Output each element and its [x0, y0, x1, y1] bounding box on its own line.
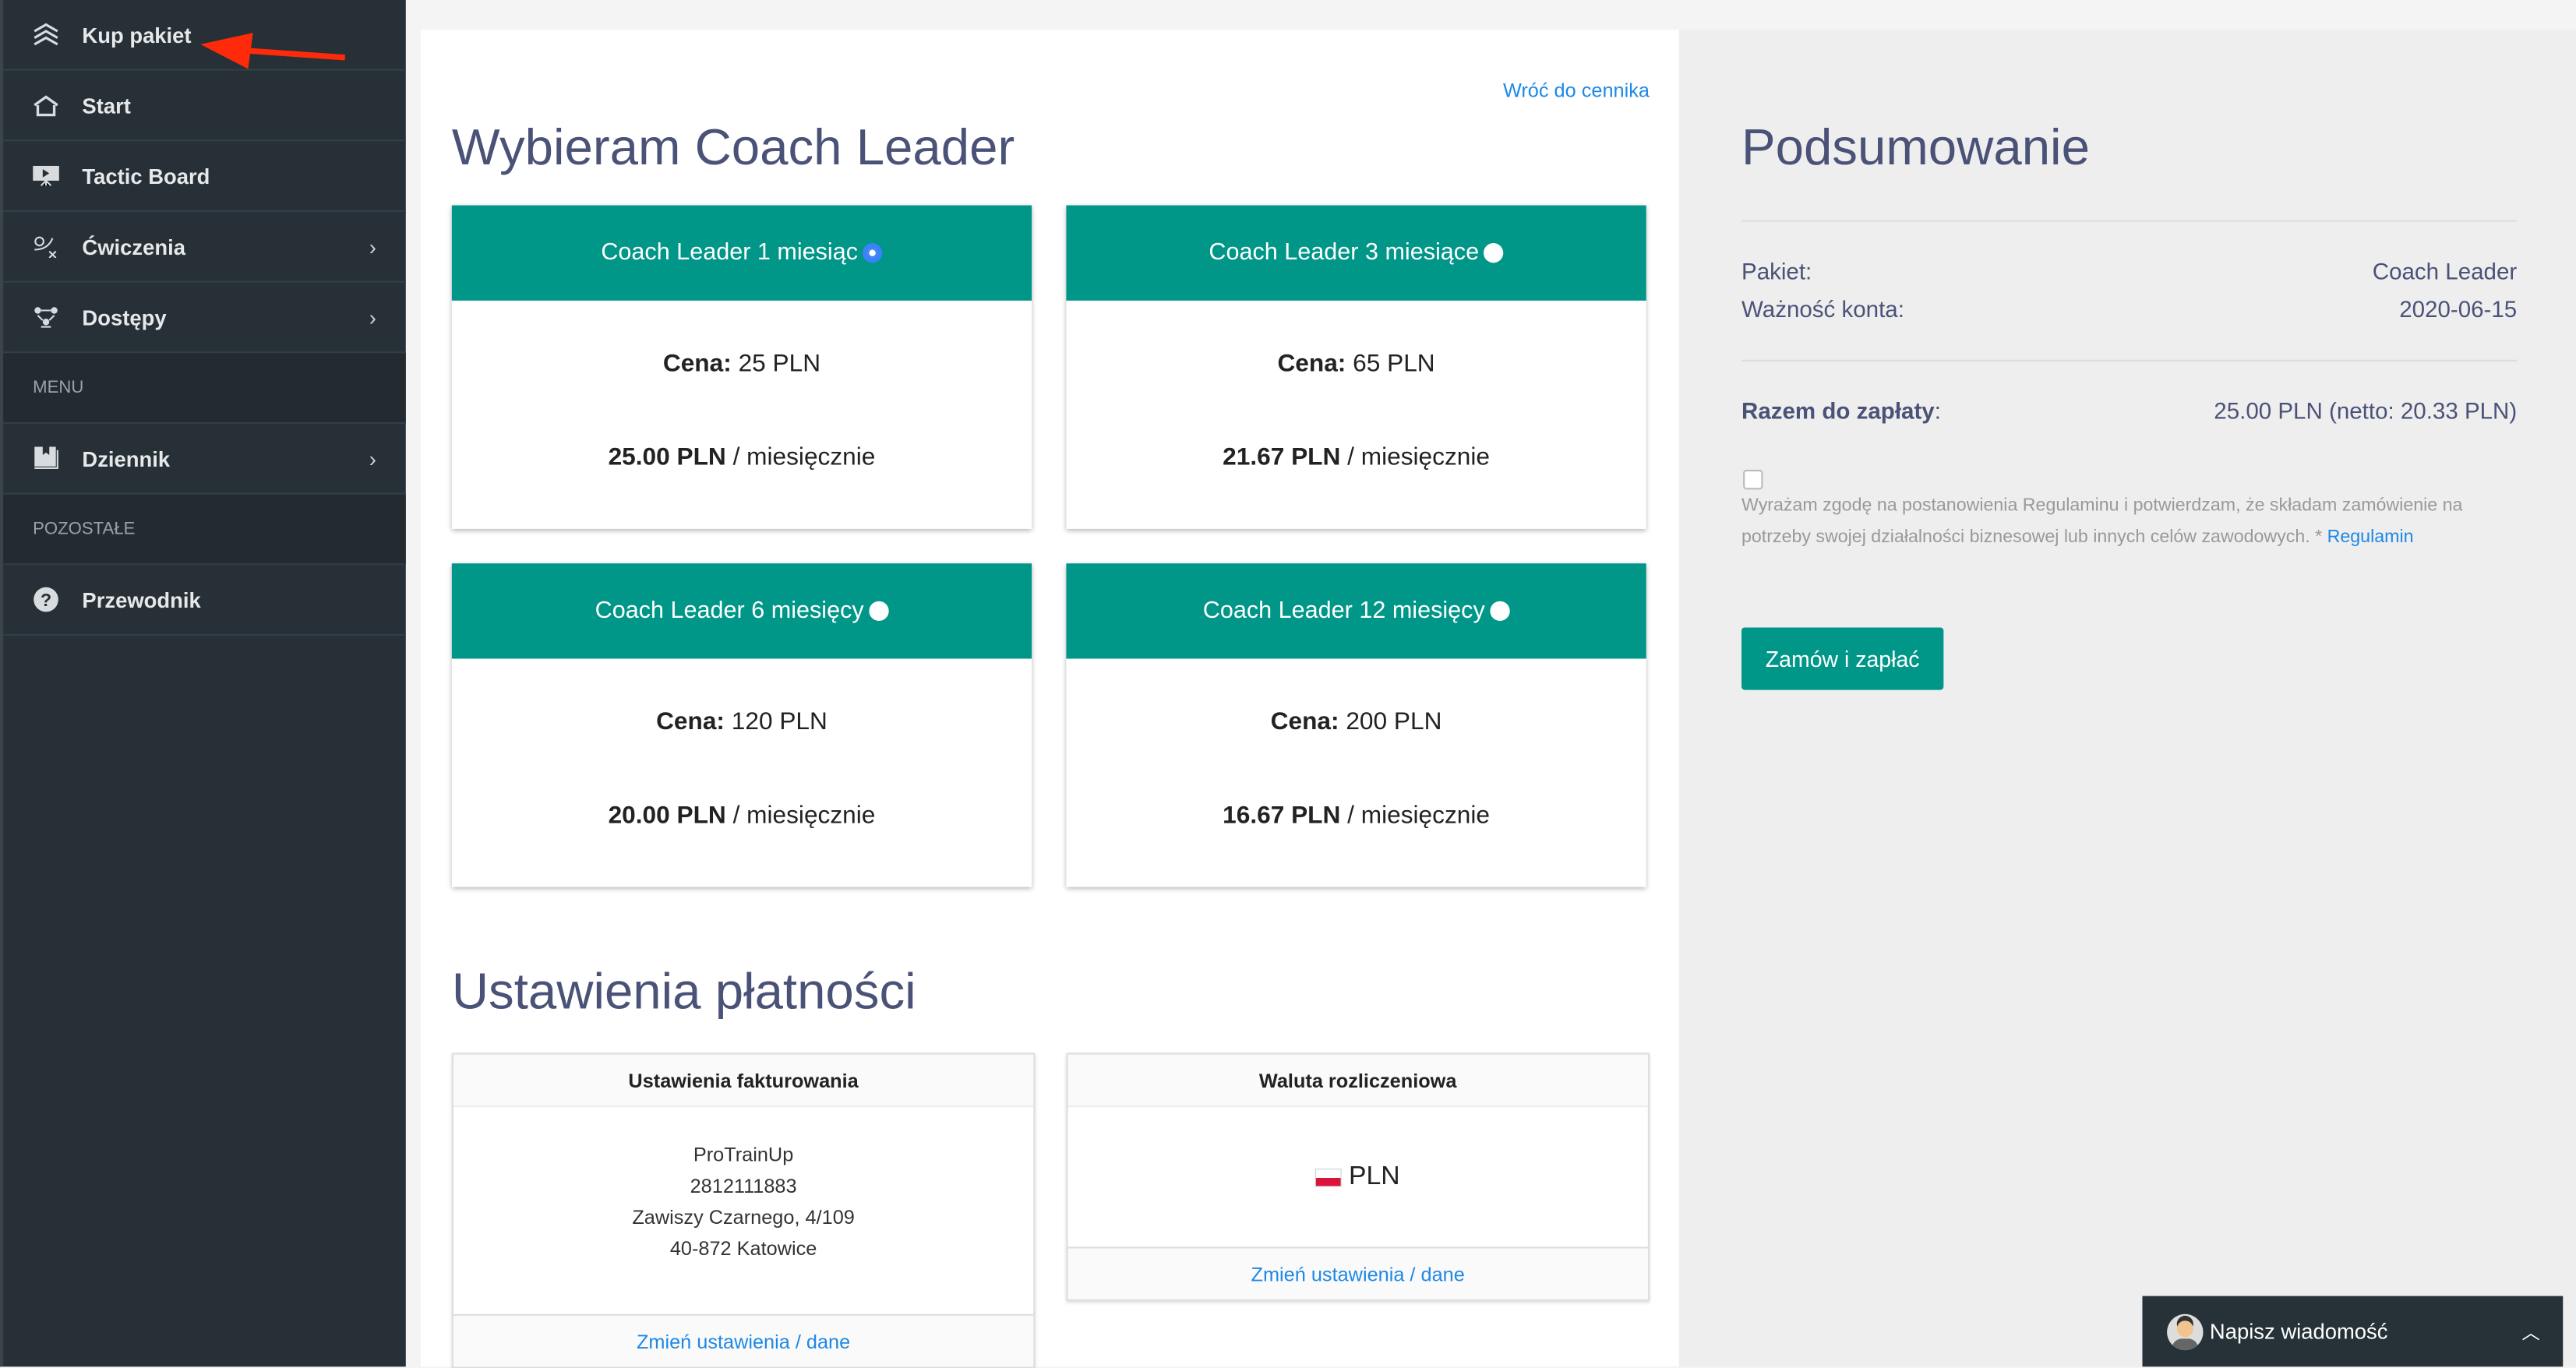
- help-icon: ?: [31, 587, 61, 613]
- sidebar-item-label: Dostępy: [82, 305, 167, 330]
- chevron-right-icon: ›: [369, 234, 376, 259]
- currency-title: Waluta rozliczeniowa: [1067, 1054, 1648, 1108]
- summary-title: Podsumowanie: [1741, 118, 2090, 176]
- plan-card[interactable]: Coach Leader 12 miesięcy Cena: 200 PLN 1…: [1066, 563, 1646, 887]
- chevron-right-icon: ›: [369, 446, 376, 471]
- avatar: [2167, 1313, 2204, 1350]
- sidebar-item-kup-pakiet[interactable]: Kup pakiet: [3, 0, 406, 71]
- presentation-icon: [31, 164, 61, 188]
- currency-value: PLN: [1348, 1162, 1400, 1190]
- billing-company: ProTrainUp: [693, 1143, 794, 1167]
- validity-label: Ważność konta:: [1741, 295, 1904, 323]
- plan-name: Coach Leader 3 miesiące: [1209, 239, 1480, 266]
- sidebar-item-cwiczenia[interactable]: Ćwiczenia ›: [3, 212, 406, 283]
- chevron-right-icon: ›: [369, 305, 376, 330]
- billing-title: Ustawienia fakturowania: [453, 1054, 1034, 1108]
- annotation-arrow-icon: [200, 33, 346, 69]
- monthly-price: 25.00 PLN: [608, 443, 726, 472]
- validity-value: 2020-06-15: [2399, 295, 2518, 323]
- plan-radio[interactable]: [869, 601, 889, 622]
- main-panel: Wróć do cennika Wybieram Coach Leader Co…: [420, 29, 1679, 1368]
- monthly-price: 21.67 PLN: [1223, 443, 1341, 472]
- sidebar-item-label: Kup pakiet: [82, 22, 192, 48]
- monthly-unit: / miesięcznie: [1340, 801, 1490, 830]
- total-label: Razem do zapłaty: [1741, 397, 1935, 424]
- sidebar-item-dostepy[interactable]: Dostępy ›: [3, 283, 406, 354]
- regulamin-link[interactable]: Regulamin: [2327, 527, 2414, 548]
- chat-label: Napisz wiadomość: [2209, 1319, 2388, 1344]
- plan-name: Coach Leader 12 miesięcy: [1202, 598, 1485, 625]
- layers-icon: [31, 23, 61, 47]
- terms-text: Wyrażam zgodę na postanowienia Regulamin…: [1741, 495, 2463, 548]
- back-to-pricing-link[interactable]: Wróć do cennika: [1502, 79, 1650, 102]
- payment-settings-title: Ustawienia płatności: [451, 962, 916, 1021]
- monthly-unit: / miesięcznie: [725, 443, 876, 472]
- summary-panel: Podsumowanie Pakiet: Coach Leader Ważność…: [1678, 29, 2576, 1367]
- section-header-pozostale: POZOSTAŁE: [3, 494, 406, 566]
- billing-tax-id: 2812111883: [690, 1174, 797, 1198]
- sidebar-item-dziennik[interactable]: Dziennik ›: [3, 424, 406, 495]
- billing-city: 40-872 Katowice: [669, 1236, 817, 1260]
- terms-checkbox[interactable]: [1743, 470, 1763, 490]
- plan-card[interactable]: Coach Leader 6 miesięcy Cena: 120 PLN 20…: [451, 563, 1032, 887]
- price-value: 65 PLN: [1346, 350, 1435, 378]
- page-title: Wybieram Coach Leader: [451, 118, 1015, 176]
- price-label: Cena:: [1270, 707, 1339, 736]
- plan-name: Coach Leader 1 miesiąc: [601, 239, 859, 266]
- billing-street: Zawiszy Czarnego, 4/109: [632, 1205, 855, 1229]
- change-currency-link[interactable]: Zmień ustawienia / dane: [1067, 1246, 1648, 1299]
- plan-radio[interactable]: [863, 243, 883, 263]
- sidebar-item-label: Tactic Board: [82, 163, 210, 189]
- plan-name: Coach Leader 6 miesięcy: [595, 598, 864, 625]
- sidebar-item-label: Start: [82, 93, 131, 118]
- change-billing-link[interactable]: Zmień ustawienia / dane: [453, 1313, 1034, 1367]
- price-label: Cena:: [1277, 350, 1346, 378]
- sidebar-item-start[interactable]: Start: [3, 71, 406, 142]
- price-value: 25 PLN: [731, 350, 821, 378]
- billing-settings-card: Ustawienia fakturowania ProTrainUp 28121…: [451, 1052, 1036, 1368]
- monthly-price: 16.67 PLN: [1223, 801, 1341, 830]
- svg-text:?: ?: [41, 590, 51, 610]
- chat-widget[interactable]: Napisz wiadomość ︿: [2142, 1296, 2564, 1367]
- monthly-unit: / miesięcznie: [1340, 443, 1490, 472]
- chevron-up-icon[interactable]: ︿: [2521, 1323, 2540, 1343]
- sidebar-item-tactic-board[interactable]: Tactic Board: [3, 141, 406, 212]
- price-value: 120 PLN: [724, 707, 827, 736]
- monthly-unit: / miesięcznie: [725, 801, 876, 830]
- total-colon: :: [1934, 397, 1941, 424]
- monthly-price: 20.00 PLN: [608, 801, 726, 830]
- order-and-pay-button[interactable]: Zamów i zapłać: [1741, 627, 1944, 690]
- sidebar: Kup pakiet Start Tactic Board Ćwiczenia …: [0, 0, 406, 1367]
- total-value: 25.00 PLN (netto: 20.33 PLN): [2214, 397, 2518, 424]
- section-header-menu: MENU: [3, 353, 406, 424]
- price-label: Cena:: [656, 707, 725, 736]
- package-label: Pakiet:: [1741, 258, 1812, 284]
- price-label: Cena:: [662, 350, 732, 378]
- sidebar-item-przewodnik[interactable]: ? Przewodnik: [3, 565, 406, 636]
- home-icon: [31, 93, 61, 117]
- plan-radio[interactable]: [1490, 601, 1510, 622]
- sidebar-item-label: Dziennik: [82, 446, 171, 471]
- price-value: 200 PLN: [1339, 707, 1442, 736]
- plan-card[interactable]: Coach Leader 1 miesiąc Cena: 25 PLN 25.0…: [451, 205, 1032, 529]
- sidebar-item-label: Przewodnik: [82, 587, 201, 612]
- users-network-icon: [31, 305, 61, 329]
- tactics-icon: [31, 235, 61, 259]
- currency-card: Waluta rozliczeniowa PLN Zmień ustawieni…: [1066, 1052, 1650, 1301]
- poland-flag-icon: [1315, 1169, 1341, 1186]
- plan-radio[interactable]: [1484, 243, 1504, 263]
- plan-card[interactable]: Coach Leader 3 miesiące Cena: 65 PLN 21.…: [1066, 205, 1646, 529]
- sidebar-item-label: Ćwiczenia: [82, 234, 185, 259]
- journal-icon: [31, 446, 61, 471]
- package-value: Coach Leader: [2372, 258, 2518, 284]
